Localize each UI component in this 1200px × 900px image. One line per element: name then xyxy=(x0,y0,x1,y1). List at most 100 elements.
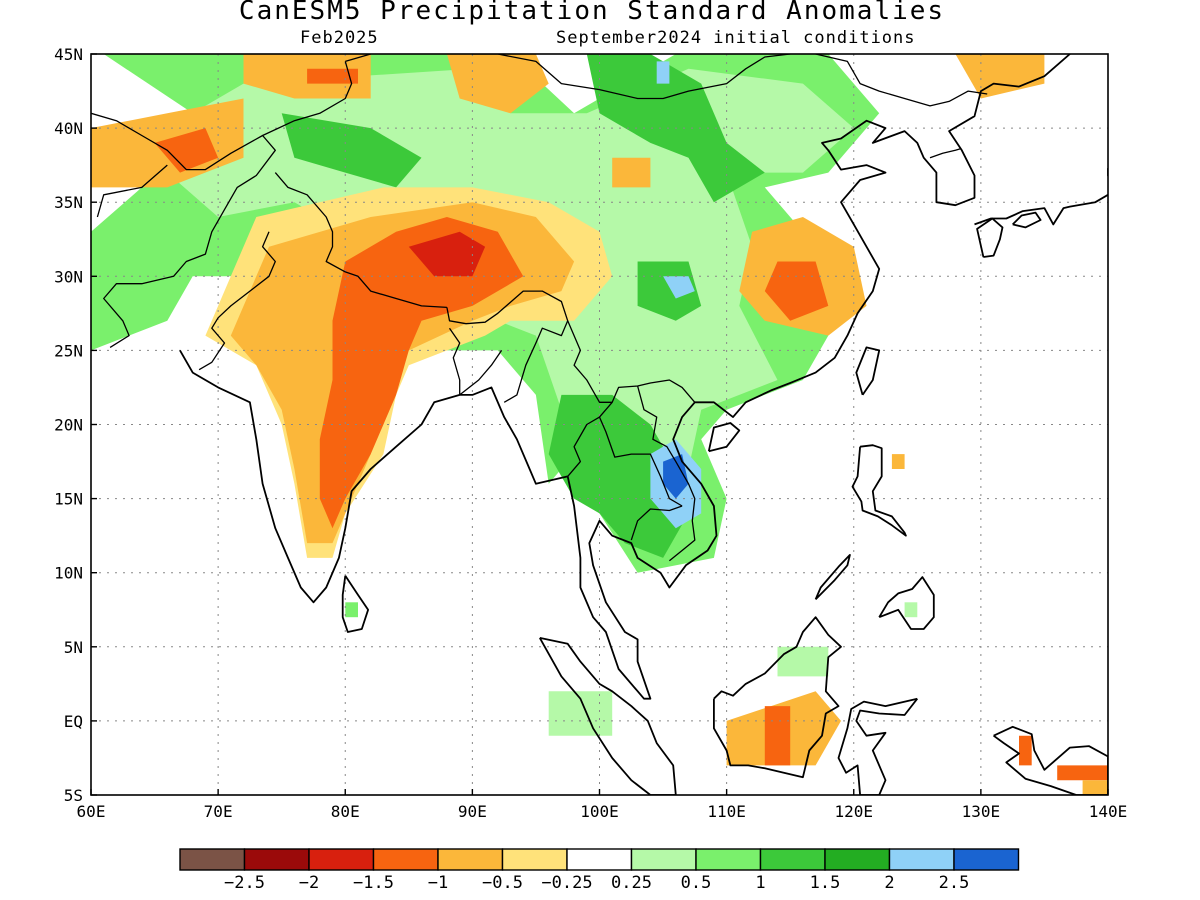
country-border-7 xyxy=(567,320,696,403)
coastline-10 xyxy=(993,725,1108,795)
legend-swatch-11 xyxy=(888,848,955,871)
anomaly-region-13 xyxy=(408,231,486,277)
legend-label-4: −0.5 xyxy=(482,873,523,893)
lat-tick-label: 45N xyxy=(54,45,83,64)
anomaly-region-8 xyxy=(663,276,695,299)
country-border-15 xyxy=(929,148,961,159)
anomaly-region-26 xyxy=(1019,735,1032,766)
color-legend: −2.5 −2 −1.5 −1 −0.5 −0.25 0.25 0.5 1 1.5 2 2.5 xyxy=(179,848,1020,893)
country-border-10 xyxy=(630,505,683,541)
country-border-0 xyxy=(91,112,276,348)
lon-tick-label: 100E xyxy=(580,802,619,821)
country-border-8 xyxy=(598,401,683,507)
legend-swatch-0 xyxy=(179,848,246,871)
lon-tick-label: 130E xyxy=(962,802,1001,821)
legend-swatch-8 xyxy=(695,848,762,871)
coastline-6 xyxy=(837,697,919,795)
lon-tick-label: 80E xyxy=(331,802,360,821)
lat-tick-label: 5S xyxy=(64,786,83,805)
lat-tick-label: 40N xyxy=(54,119,83,138)
lat-tick-label: EQ xyxy=(64,712,83,731)
legend-label-5: −0.25 xyxy=(541,873,592,893)
anomaly-region-18 xyxy=(446,54,549,114)
country-border-1 xyxy=(96,164,168,218)
anomaly-region-22 xyxy=(955,54,1045,99)
valid-month-label: Feb2025 xyxy=(300,28,379,48)
lat-tick-label: 5N xyxy=(64,638,83,657)
lat-tick-label: 30N xyxy=(54,267,83,286)
legend-swatch-5 xyxy=(501,848,568,871)
country-border-2 xyxy=(262,61,353,137)
lat-tick-label: 25N xyxy=(54,341,83,360)
legend-swatch-12 xyxy=(953,848,1020,871)
legend-label-10: 2 xyxy=(884,873,894,893)
legend-swatch-9 xyxy=(759,848,826,871)
legend-swatch-2 xyxy=(308,848,375,871)
country-border-6 xyxy=(448,327,503,396)
anomaly-region-30 xyxy=(777,646,829,677)
legend-label-8: 1 xyxy=(755,873,765,893)
lon-tick-label: 90E xyxy=(458,802,487,821)
anomaly-region-31 xyxy=(904,602,918,618)
lon-tick-label: 60E xyxy=(77,802,106,821)
legend-label-7: 0.5 xyxy=(681,873,712,893)
legend-swatch-1 xyxy=(243,848,310,871)
anomaly-region-2 xyxy=(281,113,422,188)
coastline-9 xyxy=(814,554,851,601)
lon-tick-label: 110E xyxy=(707,802,746,821)
lat-tick-label: 10N xyxy=(54,564,83,583)
anomaly-region-21 xyxy=(612,157,651,188)
anomaly-region-29 xyxy=(548,691,613,736)
legend-swatch-6 xyxy=(566,848,633,871)
country-border-4 xyxy=(198,231,276,371)
lat-tick-label: 15N xyxy=(54,490,83,509)
coastline-12 xyxy=(976,217,1004,258)
coastline-2 xyxy=(855,346,881,396)
anomaly-region-27 xyxy=(1082,780,1108,795)
anomaly-region-24 xyxy=(764,706,791,766)
coastline-3 xyxy=(707,422,741,453)
anomaly-region-15 xyxy=(154,128,219,173)
lat-tick-label: 35N xyxy=(54,193,83,212)
anomaly-region-12 xyxy=(319,217,524,529)
coastline-13 xyxy=(1012,211,1042,229)
coastline-11 xyxy=(974,168,1108,226)
country-border-13 xyxy=(470,54,791,100)
coastline-7 xyxy=(851,444,907,537)
coastline-8 xyxy=(878,576,935,630)
coastlines xyxy=(179,54,1108,795)
lat-tick-label: 20N xyxy=(54,416,83,435)
legend-label-0: −2.5 xyxy=(224,873,265,893)
country-border-12 xyxy=(345,54,371,63)
country-border-3 xyxy=(274,172,447,309)
legend-swatch-10 xyxy=(824,848,891,871)
country-border-9 xyxy=(636,385,696,562)
anomaly-region-25 xyxy=(1057,765,1108,781)
legend-label-1: −2 xyxy=(299,873,319,893)
lon-tick-label: 140E xyxy=(1089,802,1128,821)
anomaly-region-9 xyxy=(656,61,670,84)
legend-label-6: 0.25 xyxy=(611,873,652,893)
country-border-5 xyxy=(446,290,569,403)
legend-label-2: −1.5 xyxy=(353,873,394,893)
chart-title: CanESM5 Precipitation Standard Anomalies xyxy=(238,0,946,26)
coastline-5 xyxy=(713,616,842,779)
axis-labels: 60E 70E 80E 90E 100E 110E 120E 130E 140E 45N 40N 35… xyxy=(54,45,1127,821)
coastline-0 xyxy=(179,54,1071,700)
legend-label-9: 1.5 xyxy=(810,873,841,893)
legend-label-11: 2.5 xyxy=(939,873,970,893)
legend-swatch-4 xyxy=(437,848,504,871)
legend-swatch-7 xyxy=(630,848,697,871)
legend-swatch-3 xyxy=(372,848,439,871)
country-borders xyxy=(91,54,988,562)
anomaly-region-28 xyxy=(891,454,905,469)
gridlines xyxy=(91,54,1108,795)
coastline-4 xyxy=(539,637,677,795)
country-border-11 xyxy=(567,416,600,477)
init-conditions-label: September2024 initial conditions xyxy=(556,28,916,48)
lon-tick-label: 120E xyxy=(834,802,873,821)
country-border-14 xyxy=(815,54,988,107)
anomaly-region-7 xyxy=(663,454,689,499)
coastline-1 xyxy=(341,575,369,633)
